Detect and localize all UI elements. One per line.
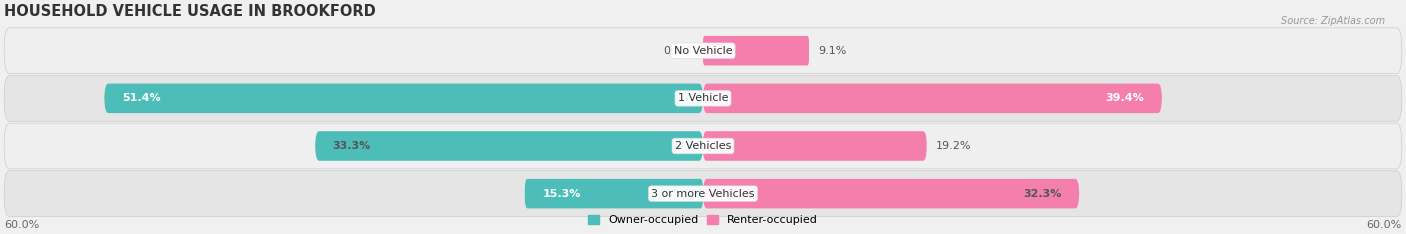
FancyBboxPatch shape	[104, 84, 703, 113]
FancyBboxPatch shape	[703, 179, 1080, 208]
Text: HOUSEHOLD VEHICLE USAGE IN BROOKFORD: HOUSEHOLD VEHICLE USAGE IN BROOKFORD	[4, 4, 375, 19]
Text: 33.3%: 33.3%	[333, 141, 371, 151]
Text: 1 Vehicle: 1 Vehicle	[678, 93, 728, 103]
FancyBboxPatch shape	[315, 131, 703, 161]
Text: Source: ZipAtlas.com: Source: ZipAtlas.com	[1281, 16, 1385, 26]
FancyBboxPatch shape	[703, 131, 927, 161]
Text: No Vehicle: No Vehicle	[673, 46, 733, 56]
Text: 39.4%: 39.4%	[1105, 93, 1144, 103]
FancyBboxPatch shape	[4, 76, 1402, 121]
Text: 0.0%: 0.0%	[664, 46, 692, 56]
FancyBboxPatch shape	[703, 36, 808, 66]
Text: 2 Vehicles: 2 Vehicles	[675, 141, 731, 151]
Text: 3 or more Vehicles: 3 or more Vehicles	[651, 189, 755, 199]
FancyBboxPatch shape	[524, 179, 703, 208]
Text: 15.3%: 15.3%	[543, 189, 581, 199]
Text: 19.2%: 19.2%	[936, 141, 972, 151]
FancyBboxPatch shape	[4, 171, 1402, 216]
Text: 32.3%: 32.3%	[1024, 189, 1062, 199]
Text: 9.1%: 9.1%	[818, 46, 846, 56]
FancyBboxPatch shape	[703, 84, 1161, 113]
FancyBboxPatch shape	[4, 28, 1402, 73]
Text: 51.4%: 51.4%	[122, 93, 160, 103]
Text: 60.0%: 60.0%	[4, 220, 39, 230]
Legend: Owner-occupied, Renter-occupied: Owner-occupied, Renter-occupied	[583, 211, 823, 230]
FancyBboxPatch shape	[4, 123, 1402, 169]
Text: 60.0%: 60.0%	[1367, 220, 1402, 230]
